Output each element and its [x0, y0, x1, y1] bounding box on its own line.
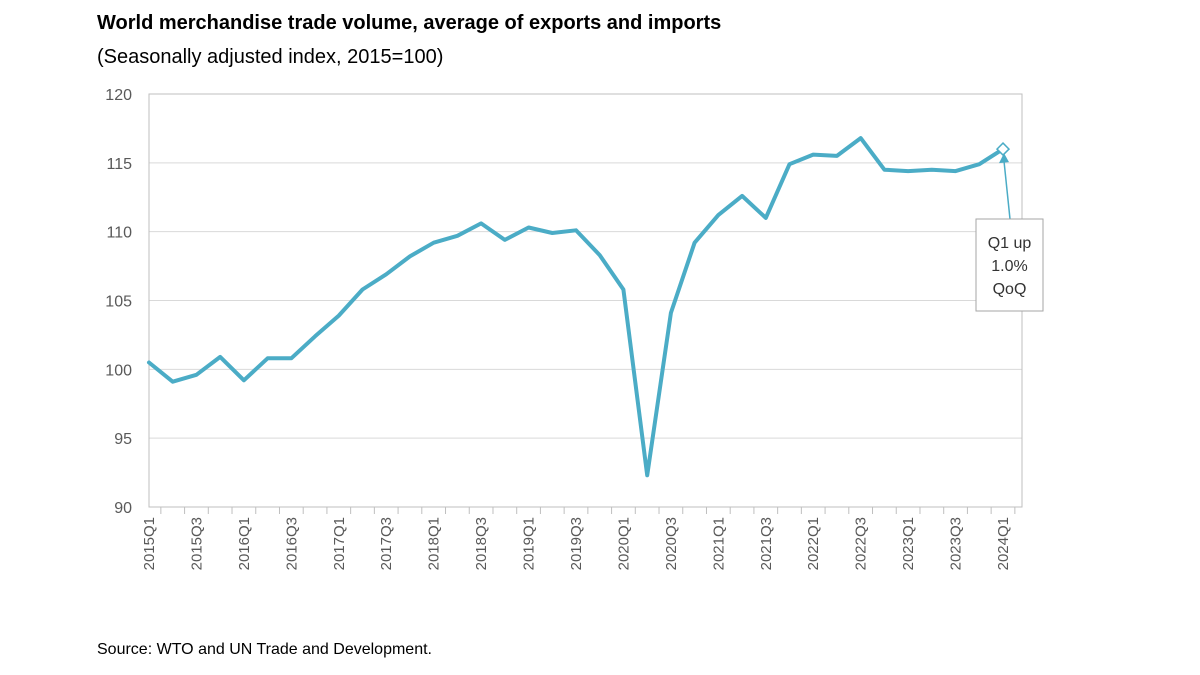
- y-tick-label: 90: [114, 500, 132, 517]
- callout-text-line: 1.0%: [991, 258, 1027, 275]
- data-point: [337, 314, 341, 318]
- data-point: [574, 228, 578, 232]
- y-tick-label: 115: [106, 156, 132, 173]
- x-tick-label: 2018Q3: [473, 517, 490, 570]
- data-point: [954, 169, 958, 173]
- data-points: [147, 136, 1005, 477]
- data-point: [835, 154, 839, 158]
- x-tick-label: 2023Q1: [900, 517, 917, 570]
- data-point: [147, 360, 151, 364]
- data-point: [930, 168, 934, 172]
- source-note: Source: WTO and UN Trade and Development…: [97, 641, 432, 658]
- data-point: [882, 168, 886, 172]
- data-point: [289, 356, 293, 360]
- data-point: [811, 153, 815, 157]
- callout-arrow-head: [999, 153, 1009, 164]
- x-tick-label: 2022Q3: [853, 517, 870, 570]
- y-tick-label: 95: [114, 431, 132, 448]
- x-tick-label: 2016Q1: [236, 517, 253, 570]
- callout-box: [975, 218, 1044, 312]
- y-tick-label: 110: [106, 225, 132, 242]
- x-tick-label: 2022Q1: [805, 517, 822, 570]
- callout-text-line: QoQ: [993, 281, 1027, 298]
- x-tick-label: 2019Q1: [521, 517, 538, 570]
- y-tick-label: 120: [105, 87, 132, 104]
- y-tick-label: 105: [105, 294, 132, 311]
- x-tick-label: 2021Q3: [758, 517, 775, 570]
- chart-title: World merchandise trade volume, average …: [97, 12, 722, 34]
- data-point: [764, 216, 768, 220]
- data-point: [266, 356, 270, 360]
- x-tick-label: 2019Q3: [568, 517, 585, 570]
- axes: [148, 93, 1023, 514]
- data-point: [479, 221, 483, 225]
- callout-text-line: Q1 up: [988, 235, 1032, 252]
- x-tick-label: 2017Q1: [331, 517, 348, 570]
- x-tick-label: 2024Q1: [995, 517, 1012, 570]
- y-tick-labels: 90 95 100 105 110 115 120: [105, 87, 132, 517]
- data-point: [645, 473, 649, 477]
- chart-subtitle: (Seasonally adjusted index, 2015=100): [97, 46, 444, 68]
- data-point: [906, 169, 910, 173]
- data-point: [788, 162, 792, 166]
- annotation-callout: Q1 up 1.0% QoQ: [975, 142, 1044, 312]
- data-point: [598, 253, 602, 257]
- x-tick-label: 2020Q3: [663, 517, 680, 570]
- callout-arrow-line: [1003, 160, 1011, 220]
- data-point: [669, 311, 673, 315]
- data-point: [313, 334, 317, 338]
- data-point: [859, 136, 863, 140]
- data-point: [621, 287, 625, 291]
- data-point: [432, 241, 436, 245]
- x-tick-label: 2017Q3: [378, 517, 395, 570]
- x-tick-label: 2021Q1: [710, 517, 727, 570]
- x-tick-label: 2020Q1: [615, 517, 632, 570]
- data-point: [384, 272, 388, 276]
- gridlines: [149, 93, 1022, 508]
- data-point: [740, 194, 744, 198]
- y-tick-label: 100: [105, 362, 132, 379]
- x-tick-label: 2015Q1: [141, 517, 158, 570]
- data-point: [408, 254, 412, 258]
- data-point: [550, 231, 554, 235]
- data-point: [242, 378, 246, 382]
- data-point: [455, 234, 459, 238]
- x-tick-label: 2023Q3: [948, 517, 965, 570]
- series-line: [147, 136, 1005, 478]
- x-tick-label: 2018Q1: [426, 517, 443, 570]
- data-point: [361, 287, 365, 291]
- data-point: [171, 380, 175, 384]
- data-point: [527, 226, 531, 230]
- data-point: [194, 373, 198, 377]
- data-point: [716, 213, 720, 217]
- data-point: [218, 355, 222, 359]
- x-tick-label: 2015Q3: [188, 517, 205, 570]
- data-point: [693, 241, 697, 245]
- x-tick-label: 2016Q3: [283, 517, 300, 570]
- x-tick-labels: 2015Q1 2015Q3 2016Q1 2016Q3 2017Q1 2017Q3 2018…: [141, 517, 1012, 570]
- data-point: [977, 162, 981, 166]
- data-point: [503, 238, 507, 242]
